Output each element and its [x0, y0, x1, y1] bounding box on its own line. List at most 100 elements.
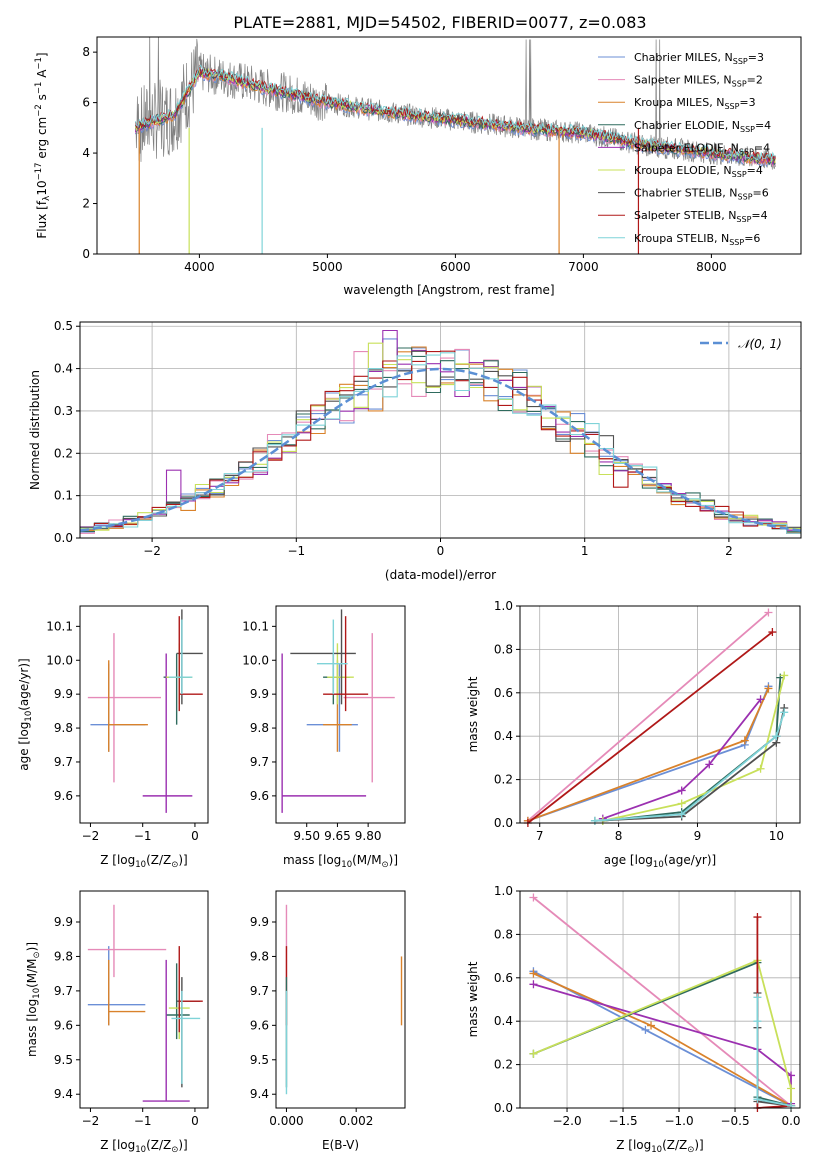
label-part: Flux [f [35, 200, 49, 238]
weight-age-xlabel: age [log10(age/yr)] [604, 853, 716, 870]
y-tick-label: 0.2 [494, 773, 513, 787]
y-tick-label: 0.0 [494, 1101, 513, 1115]
label-part: 10 [24, 711, 34, 722]
label-part: Z [log [100, 853, 135, 867]
spectrum-ylabel: Flux [fλ10−17 erg cm−2 s−1 A−1] [34, 52, 52, 238]
ebv-xlabel: E(B-V) [322, 1138, 359, 1152]
weight-line-salpeter_stelib [527, 631, 773, 824]
legend-suffix: =4 [755, 119, 771, 132]
label-part: 10 [32, 988, 42, 999]
mass_vs_Z-ticks: −2 −1 0 9.4 9.5 9.6 9.7 9.8 9.9 [54, 915, 199, 1128]
y-tick-label: 10.1 [46, 619, 73, 633]
weight-marker-kroupa_stelib [753, 993, 762, 1002]
weight-line-kroupa_elodie [602, 675, 786, 822]
y-tick-label: 9.9 [250, 915, 269, 929]
age_vs_Z-frame [79, 605, 209, 824]
label-part: (M/M [25, 958, 39, 987]
y-tick-label: 9.6 [250, 1018, 269, 1032]
weight-marker-kroupa_stelib [677, 810, 686, 819]
y-tick-label: 9.9 [54, 687, 73, 701]
histogram-plot [80, 329, 801, 534]
label-part: A [35, 69, 49, 82]
label-part: Z [log [100, 1138, 135, 1152]
x-tick-label: 5000 [312, 260, 343, 274]
y-tick-label: 4 [82, 146, 90, 160]
y-tick-label: 0.6 [494, 971, 513, 985]
x-tick-label: −1 [134, 1114, 152, 1128]
weight-marker-kroupa_miles [529, 969, 538, 978]
legend-sub: SSP [736, 215, 751, 224]
label-part: ⊙ [32, 951, 42, 958]
label-part: 10 [135, 860, 146, 870]
legend-sub: SSP [733, 57, 748, 66]
legend-entry: Salpeter ELODIE, NSSP=4 [634, 141, 770, 156]
mass-Z-xlabel: Z [log10(Z/Z⊙)] [100, 1138, 188, 1155]
y-tick-label: 8 [82, 45, 90, 59]
weight_vs_Z-ylabel: mass weight [466, 961, 480, 1037]
x-tick-label: −2 [82, 1114, 100, 1128]
spectrum-ticks: 4000 5000 6000 7000 8000 0 2 4 6 8 [82, 45, 726, 274]
weight-marker-chabrier_miles [641, 1025, 650, 1034]
legend-sub: SSP [724, 102, 739, 111]
label-part: (Z/Z [662, 1138, 687, 1152]
y-tick-label: 9.6 [54, 1018, 73, 1032]
label-part: )] [25, 942, 39, 951]
label-part: age [log [17, 722, 31, 771]
label-part: (Z/Z [146, 853, 171, 867]
y-tick-label: 2 [82, 197, 90, 211]
age-ylabel: age [log10(age/yr)] [17, 658, 34, 770]
label-part: mass [log [283, 853, 341, 867]
y-tick-label: 9.5 [54, 1053, 73, 1067]
label-part: 10 [341, 860, 352, 870]
weight-marker-salpeter_elodie [677, 786, 686, 795]
weight-marker-kroupa_elodie [780, 671, 789, 680]
residuals-ylabel: Normed distribution [28, 370, 42, 490]
y-tick-label: 0 [82, 247, 90, 261]
x-tick-label: 0.002 [339, 1114, 373, 1128]
label-part: (age/yr)] [664, 853, 716, 867]
legend-entry: Chabrier ELODIE, NSSP=4 [634, 119, 771, 134]
x-tick-label: 7000 [568, 260, 599, 274]
y-tick-label: 0.4 [494, 729, 513, 743]
x-tick-label: 2 [725, 544, 733, 558]
legend-text: Chabrier ELODIE, N [634, 119, 740, 132]
weight-line-kroupa_stelib [756, 997, 792, 1107]
weight-marker-salpeter_miles [529, 893, 538, 902]
x-tick-label: 0 [437, 544, 445, 558]
y-tick-label: 1.0 [494, 599, 513, 613]
weight-marker-kroupa_stelib [753, 1017, 762, 1026]
legend-entry: Kroupa MILES, NSSP=3 [634, 96, 756, 111]
y-tick-label: 9.7 [54, 984, 73, 998]
legend-entry: Kroupa ELODIE, NSSP=4 [634, 164, 763, 179]
label-part: −2 [34, 104, 44, 117]
y-tick-label: 0.2 [54, 446, 73, 460]
legend-text: Salpeter STELIB, N [634, 209, 736, 222]
label-part: )] [694, 1138, 703, 1152]
weight-marker-kroupa_stelib [780, 708, 789, 717]
age-mass-xlabel: mass [log10(M/M⊙)] [283, 853, 398, 870]
age-Z-xlabel: Z [log10(Z/Z⊙)] [100, 853, 188, 870]
y-tick-label: 0.6 [494, 686, 513, 700]
weight_vs_age-frame [519, 605, 801, 824]
label-part: Z [log [616, 1138, 651, 1152]
weight-marker-salpeter_miles [764, 608, 773, 617]
legend-text: Salpeter ELODIE, N [634, 141, 739, 154]
x-tick-label: 6000 [440, 260, 471, 274]
x-tick-label: 9.50 [293, 829, 320, 843]
legend-text: Kroupa STELIB, N [634, 232, 729, 245]
label-part: ⊙ [687, 1145, 694, 1155]
spectrum-plot [134, 37, 776, 254]
label-part: (Z/Z [146, 1138, 171, 1152]
y-tick-label: 10.1 [242, 619, 269, 633]
label-part: (M/M [352, 853, 381, 867]
legend-gaussian: 𝒩(0, 1) [738, 337, 782, 351]
legend-sub: SSP [732, 170, 747, 179]
residuals-xlabel: (data-model)/error [385, 568, 496, 582]
weight-marker-salpeter_elodie [705, 760, 714, 769]
age_vs_mass-ticks: 9.50 9.65 9.80 9.6 9.7 9.8 9.9 10.0 10.1 [242, 619, 381, 843]
x-tick-label: 1 [581, 544, 589, 558]
label-part: 10 [135, 1145, 146, 1155]
label-part: ⊙ [382, 860, 389, 870]
